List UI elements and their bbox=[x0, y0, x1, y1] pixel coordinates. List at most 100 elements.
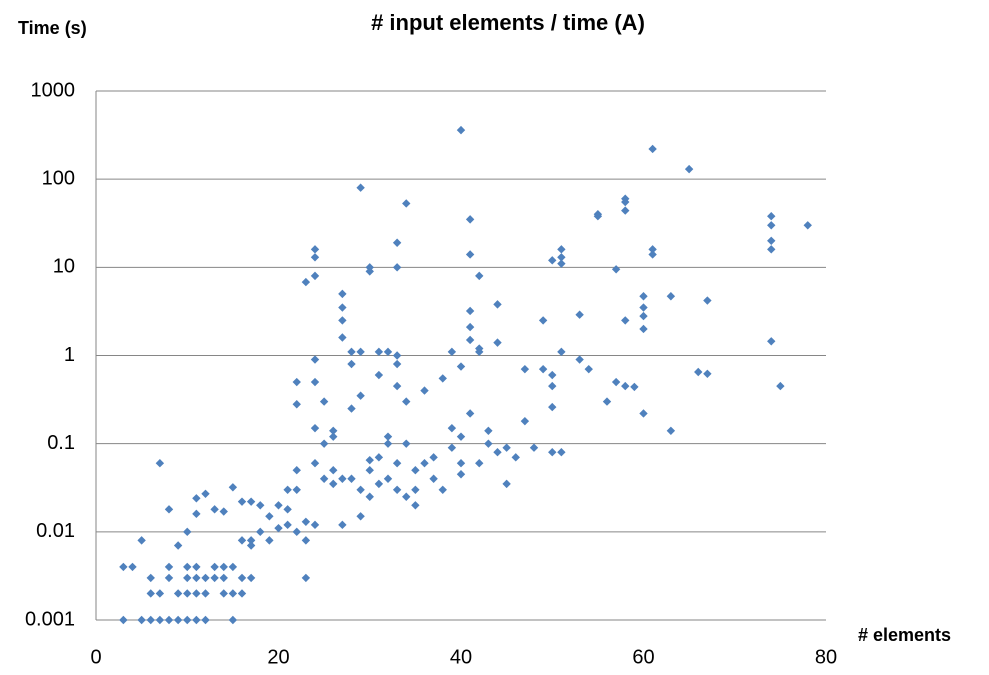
point bbox=[557, 347, 566, 357]
point bbox=[402, 397, 411, 406]
point bbox=[246, 573, 256, 583]
point bbox=[465, 250, 475, 259]
point bbox=[402, 439, 411, 448]
point bbox=[621, 381, 630, 391]
point bbox=[666, 292, 676, 301]
point bbox=[767, 212, 776, 221]
point bbox=[420, 459, 429, 468]
point bbox=[411, 501, 420, 510]
point bbox=[356, 512, 365, 521]
y-axis-label: Time (s) bbox=[18, 18, 87, 38]
point bbox=[447, 423, 457, 433]
point bbox=[703, 369, 712, 379]
point bbox=[538, 316, 548, 325]
point bbox=[356, 391, 365, 400]
point bbox=[356, 183, 365, 192]
point bbox=[548, 370, 557, 380]
point bbox=[155, 615, 165, 625]
point bbox=[192, 509, 201, 519]
point bbox=[310, 245, 320, 254]
y-tick-label: 0.1 bbox=[47, 432, 75, 454]
point bbox=[557, 245, 566, 254]
point bbox=[557, 259, 566, 268]
point bbox=[274, 501, 283, 510]
point bbox=[484, 439, 493, 448]
point bbox=[621, 206, 630, 215]
point bbox=[548, 402, 557, 412]
y-tick-label: 1000 bbox=[31, 79, 76, 101]
point bbox=[228, 589, 238, 598]
point bbox=[465, 215, 475, 224]
x-tick-label: 40 bbox=[450, 646, 472, 668]
point bbox=[347, 347, 356, 357]
point bbox=[639, 311, 648, 321]
point bbox=[392, 485, 402, 494]
point bbox=[265, 512, 274, 521]
chart-title: # input elements / time (A) bbox=[371, 10, 645, 35]
point bbox=[447, 443, 457, 452]
point bbox=[329, 466, 338, 475]
point bbox=[402, 199, 411, 208]
point bbox=[392, 263, 402, 272]
point bbox=[283, 520, 292, 530]
y-tick-label: 0.001 bbox=[25, 608, 75, 630]
point bbox=[548, 256, 557, 265]
point bbox=[456, 459, 466, 468]
point bbox=[338, 333, 347, 342]
point bbox=[767, 245, 776, 254]
point bbox=[611, 377, 621, 387]
point bbox=[237, 589, 247, 598]
point bbox=[137, 536, 146, 545]
point bbox=[283, 485, 292, 494]
point bbox=[155, 459, 165, 468]
point bbox=[219, 573, 228, 583]
point bbox=[246, 497, 256, 506]
point bbox=[319, 397, 329, 406]
point bbox=[538, 364, 548, 374]
point bbox=[392, 359, 402, 369]
point bbox=[374, 453, 384, 462]
point bbox=[365, 492, 374, 501]
point bbox=[237, 536, 247, 545]
point bbox=[301, 573, 311, 583]
point bbox=[520, 416, 530, 426]
y-tick-label: 100 bbox=[42, 167, 75, 189]
point bbox=[265, 536, 274, 545]
point bbox=[164, 573, 174, 583]
point bbox=[173, 589, 183, 598]
point bbox=[283, 505, 292, 514]
point bbox=[502, 479, 511, 489]
point bbox=[465, 322, 475, 332]
point bbox=[383, 432, 393, 441]
point bbox=[621, 316, 630, 325]
point bbox=[192, 615, 201, 625]
point bbox=[456, 432, 466, 441]
point bbox=[347, 404, 356, 413]
point bbox=[119, 562, 128, 572]
point bbox=[383, 439, 393, 448]
point bbox=[438, 485, 447, 494]
point bbox=[301, 277, 311, 287]
point bbox=[456, 125, 466, 135]
point bbox=[192, 573, 201, 583]
point bbox=[329, 426, 338, 435]
point bbox=[292, 527, 301, 537]
point bbox=[173, 615, 183, 625]
point bbox=[237, 573, 247, 583]
point bbox=[383, 474, 393, 483]
point bbox=[475, 271, 484, 281]
point bbox=[274, 523, 283, 533]
point bbox=[666, 426, 676, 435]
point bbox=[210, 505, 219, 514]
point bbox=[456, 470, 466, 479]
point bbox=[767, 221, 776, 230]
point bbox=[246, 536, 256, 545]
point bbox=[119, 615, 128, 625]
point bbox=[648, 144, 657, 154]
point bbox=[256, 501, 265, 510]
point bbox=[329, 479, 338, 489]
point bbox=[310, 253, 320, 262]
point bbox=[338, 316, 347, 325]
point bbox=[475, 459, 484, 468]
point bbox=[164, 615, 174, 625]
